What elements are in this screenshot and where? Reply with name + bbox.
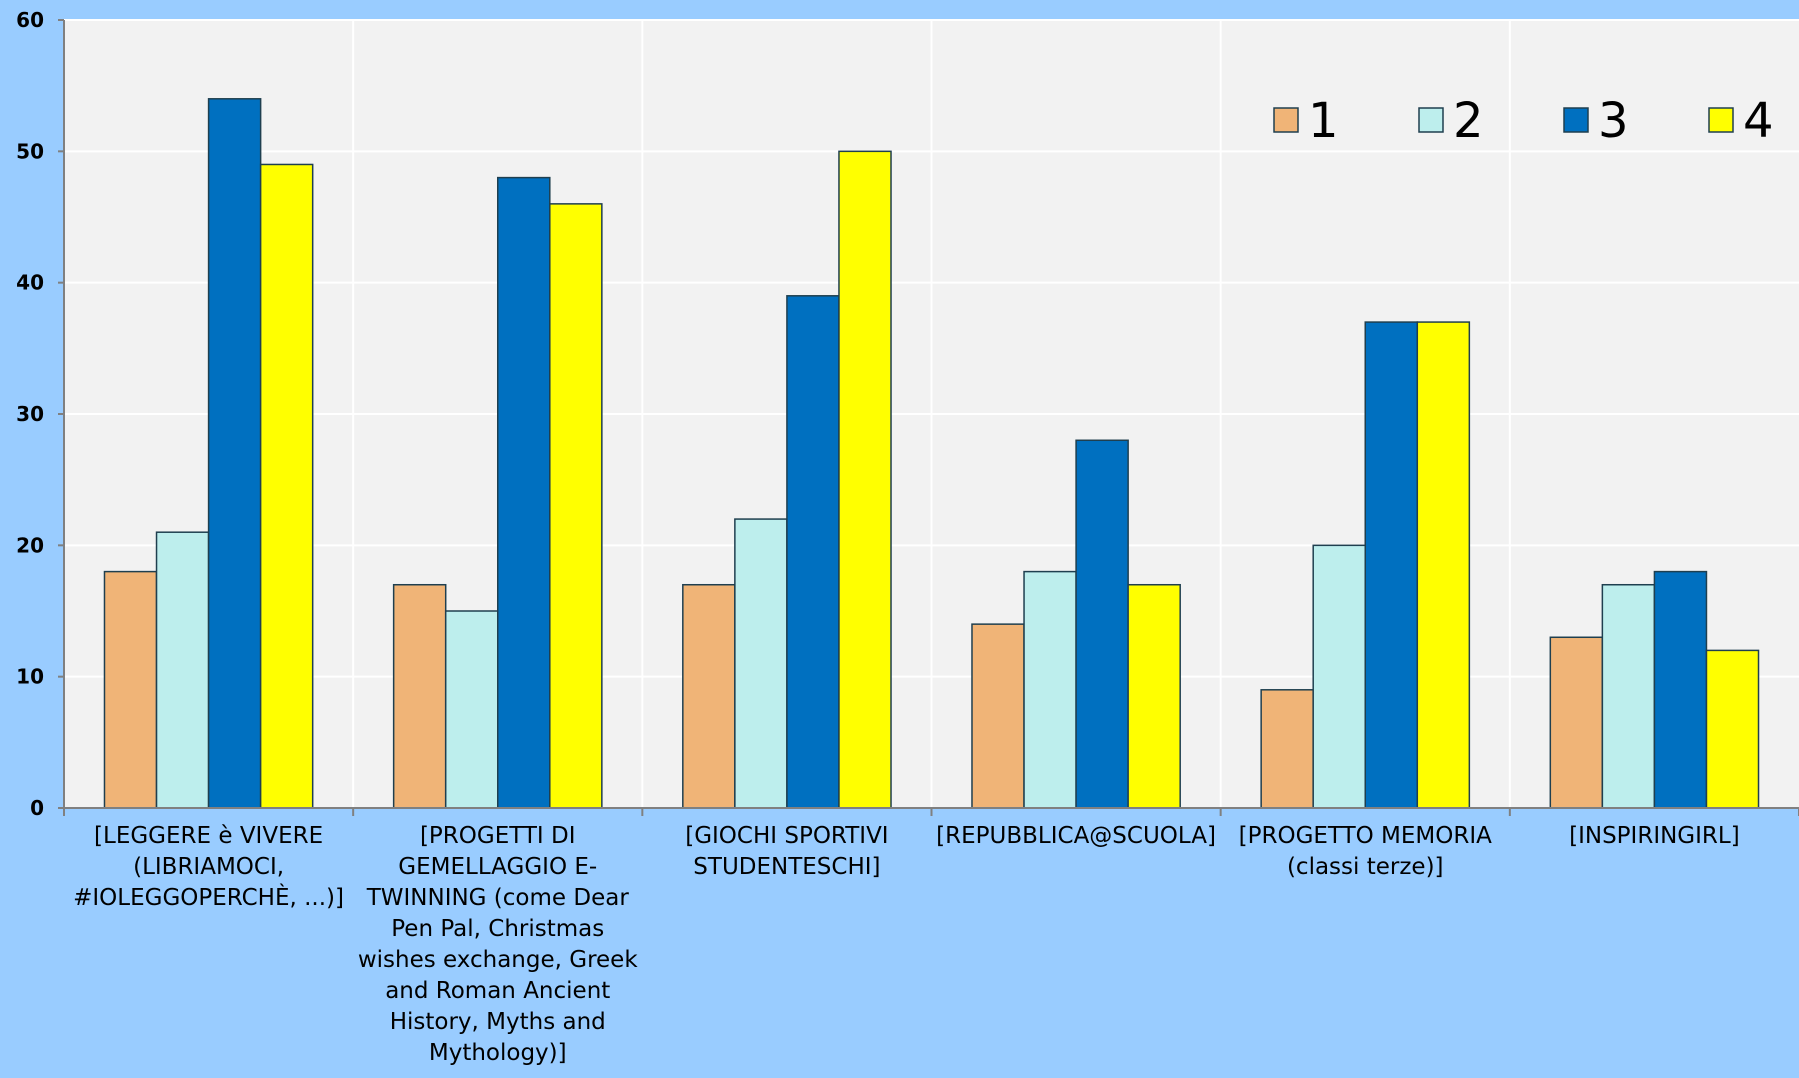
bar-series-2-cat-4 (1023, 570, 1077, 809)
gridlines (64, 19, 1799, 808)
bar-series-4-cat-6 (1705, 649, 1760, 809)
legend-swatch-1 (1273, 107, 1299, 133)
bar-series-2-cat-2 (444, 610, 499, 809)
legend-label-2: 2 (1453, 93, 1484, 149)
y-axis-tick-labels: 0 10 20 30 40 50 60 (16, 8, 44, 820)
bar-series-4-cat-5 (1416, 321, 1471, 809)
y-tick-label: 0 (30, 796, 44, 820)
legend-swatch-4 (1708, 107, 1734, 133)
bar-series-4-cat-3 (838, 150, 892, 809)
bar-series-3-cat-4 (1075, 439, 1129, 809)
bar-series-1-cat-1 (103, 570, 158, 809)
bar-series-1-cat-5 (1260, 689, 1314, 809)
bar-series-2-cat-3 (734, 518, 788, 809)
y-tick-label: 60 (16, 8, 44, 32)
bar-series-3-cat-6 (1653, 570, 1708, 809)
y-tick-label: 20 (16, 533, 44, 557)
y-tick-label: 40 (16, 271, 44, 295)
x-axis-category-labels: [LEGGERE è VIVERE (LIBRIAMOCI, #IOLEGGOPER… (73, 823, 1740, 1066)
bar-series-2-cat-1 (155, 531, 210, 809)
bar-series-1-cat-4 (971, 623, 1025, 809)
bar-series-4-cat-2 (549, 203, 603, 809)
bar-series-3-cat-1 (207, 98, 262, 809)
y-tick-label: 10 (16, 665, 44, 689)
bar-series-2-cat-6 (1601, 583, 1656, 809)
bar-series-1-cat-3 (682, 583, 736, 809)
legend-swatch-2 (1418, 107, 1444, 133)
bars (103, 98, 1760, 809)
legend: 1 2 3 4 (1273, 93, 1774, 149)
bar-series-4-cat-1 (259, 163, 314, 809)
legend-swatch-3 (1563, 107, 1589, 133)
bar-series-3-cat-5 (1364, 321, 1419, 809)
x-category-label: [GIOCHI SPORTIVI STUDENTESCHI] (685, 823, 888, 880)
x-category-label: [PROGETTI DI GEMELLAGGIO E-TWINNING (come… (358, 823, 638, 1066)
bar-series-1-cat-2 (392, 583, 447, 809)
x-category-label: [LEGGERE è VIVERE (LIBRIAMOCI, #IOLEGGOPER… (73, 823, 344, 911)
bar-series-1-cat-6 (1549, 636, 1604, 809)
bar-series-2-cat-5 (1312, 544, 1366, 809)
axes (58, 19, 1799, 816)
x-category-label: [REPUBBLICA@SCUOLA] (936, 823, 1216, 849)
legend-label-4: 4 (1743, 93, 1774, 149)
legend-label-3: 3 (1598, 93, 1629, 149)
bar-series-3-cat-3 (786, 295, 840, 809)
y-tick-label: 30 (16, 402, 44, 426)
x-category-label: [PROGETTO MEMORIA (classi terze)] (1239, 823, 1492, 880)
x-category-label: [INSPIRINGIRL] (1569, 823, 1740, 849)
y-tick-label: 50 (16, 139, 44, 163)
legend-label-1: 1 (1308, 93, 1339, 149)
bar-series-4-cat-4 (1127, 583, 1181, 809)
bar-series-3-cat-2 (497, 176, 551, 809)
